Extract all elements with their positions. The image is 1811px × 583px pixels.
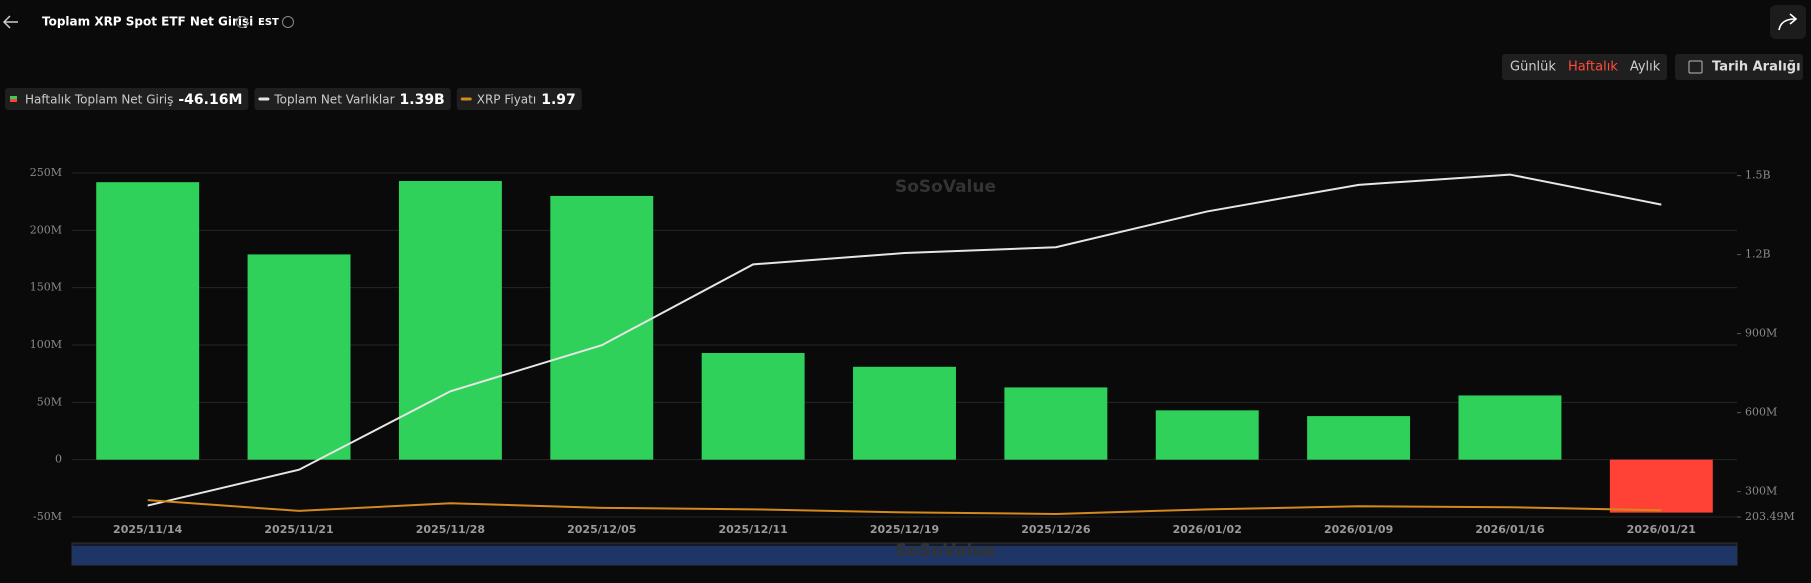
bar — [701, 353, 805, 460]
legend-swatch — [10, 96, 17, 99]
date-range-label[interactable]: Tarih Aralığı — [1712, 60, 1801, 75]
x-tick-label: 2026/01/21 — [1627, 523, 1696, 536]
info-icon[interactable] — [282, 16, 294, 28]
legend-box — [5, 88, 249, 110]
y2-tick-label: 203.49M — [1745, 510, 1795, 523]
y-tick-label: 50M — [37, 395, 62, 408]
legend-value: 1.97 — [541, 92, 576, 108]
bar — [96, 182, 200, 460]
period-switch — [1502, 54, 1667, 80]
legend-value: 1.39B — [400, 92, 445, 108]
back-arrow[interactable] — [2, 15, 18, 29]
bar — [1155, 410, 1259, 460]
bar — [398, 181, 502, 460]
legend-box — [254, 88, 451, 110]
legend-label: XRP Fiyatı — [477, 93, 536, 107]
y-tick-label: -50M — [33, 510, 62, 523]
x-tick-label: 2025/11/21 — [264, 523, 333, 536]
y2-tick-label: 900M — [1745, 327, 1777, 340]
y-tick-label: 0 — [55, 453, 62, 466]
period-button[interactable]: Günlük — [1510, 60, 1556, 75]
bar — [1609, 459, 1713, 513]
bar — [853, 366, 956, 460]
x-tick-label: 2025/12/11 — [719, 523, 788, 536]
legend-item[interactable]: XRP Fiyatı 1.97 — [456, 88, 582, 110]
x-tick-label: 2025/11/28 — [416, 523, 485, 536]
info-icon[interactable] — [236, 16, 248, 28]
y-tick-label: 100M — [30, 338, 62, 351]
watermark: SoSoValue — [895, 541, 996, 561]
x-tick-label: 2026/01/02 — [1173, 523, 1242, 536]
x-tick-label: 2026/01/09 — [1324, 523, 1393, 536]
period-button[interactable]: Aylık — [1630, 60, 1661, 75]
x-tick-label: 2025/11/14 — [113, 523, 183, 536]
legend-swatch — [10, 99, 17, 102]
y2-tick-label: 1.5B — [1745, 169, 1771, 182]
legend-label: Haftalık Toplam Net Giriş — [25, 93, 173, 107]
y-tick-label: 250M — [30, 166, 62, 179]
share-icon — [1778, 13, 1798, 31]
timezone: EST — [258, 17, 279, 28]
legend-swatch — [460, 97, 472, 101]
x-tick-label: 2025/12/19 — [870, 523, 939, 536]
bar — [550, 195, 654, 460]
y2-tick-label: 600M — [1745, 406, 1777, 419]
x-tick-label: 2025/12/05 — [567, 523, 636, 536]
bar — [247, 254, 351, 460]
x-tick-label: 2025/12/26 — [1021, 523, 1091, 536]
period-button[interactable]: Haftalık — [1568, 60, 1618, 75]
date-range-button[interactable] — [1675, 54, 1803, 80]
legend-label: Toplam Net Varlıklar — [273, 93, 394, 107]
y-tick-label: 200M — [30, 223, 62, 236]
line — [147, 173, 1662, 507]
y2-tick-label: 1.2B — [1745, 248, 1771, 261]
line — [147, 499, 1662, 515]
y2-tick-label: 300M — [1745, 485, 1777, 498]
calendar-icon — [1688, 60, 1703, 74]
bar — [1004, 387, 1108, 460]
legend-item[interactable]: Toplam Net Varlıklar 1.39B — [254, 88, 451, 110]
bar — [1458, 395, 1562, 460]
share-button[interactable] — [1770, 5, 1806, 39]
legend-value: -46.16M — [178, 92, 242, 108]
navigator-fill — [72, 546, 1737, 565]
legend-box — [456, 88, 582, 110]
legend-item[interactable]: Haftalık Toplam Net Giriş -46.16M — [5, 88, 249, 110]
bar — [1307, 416, 1411, 460]
x-tick-label: 2026/01/16 — [1475, 523, 1545, 536]
title: Toplam XRP Spot ETF Net Girişi — [42, 15, 253, 29]
y-tick-label: 150M — [30, 281, 62, 294]
watermark: SoSoValue — [895, 177, 996, 197]
legend-swatch — [258, 97, 270, 101]
